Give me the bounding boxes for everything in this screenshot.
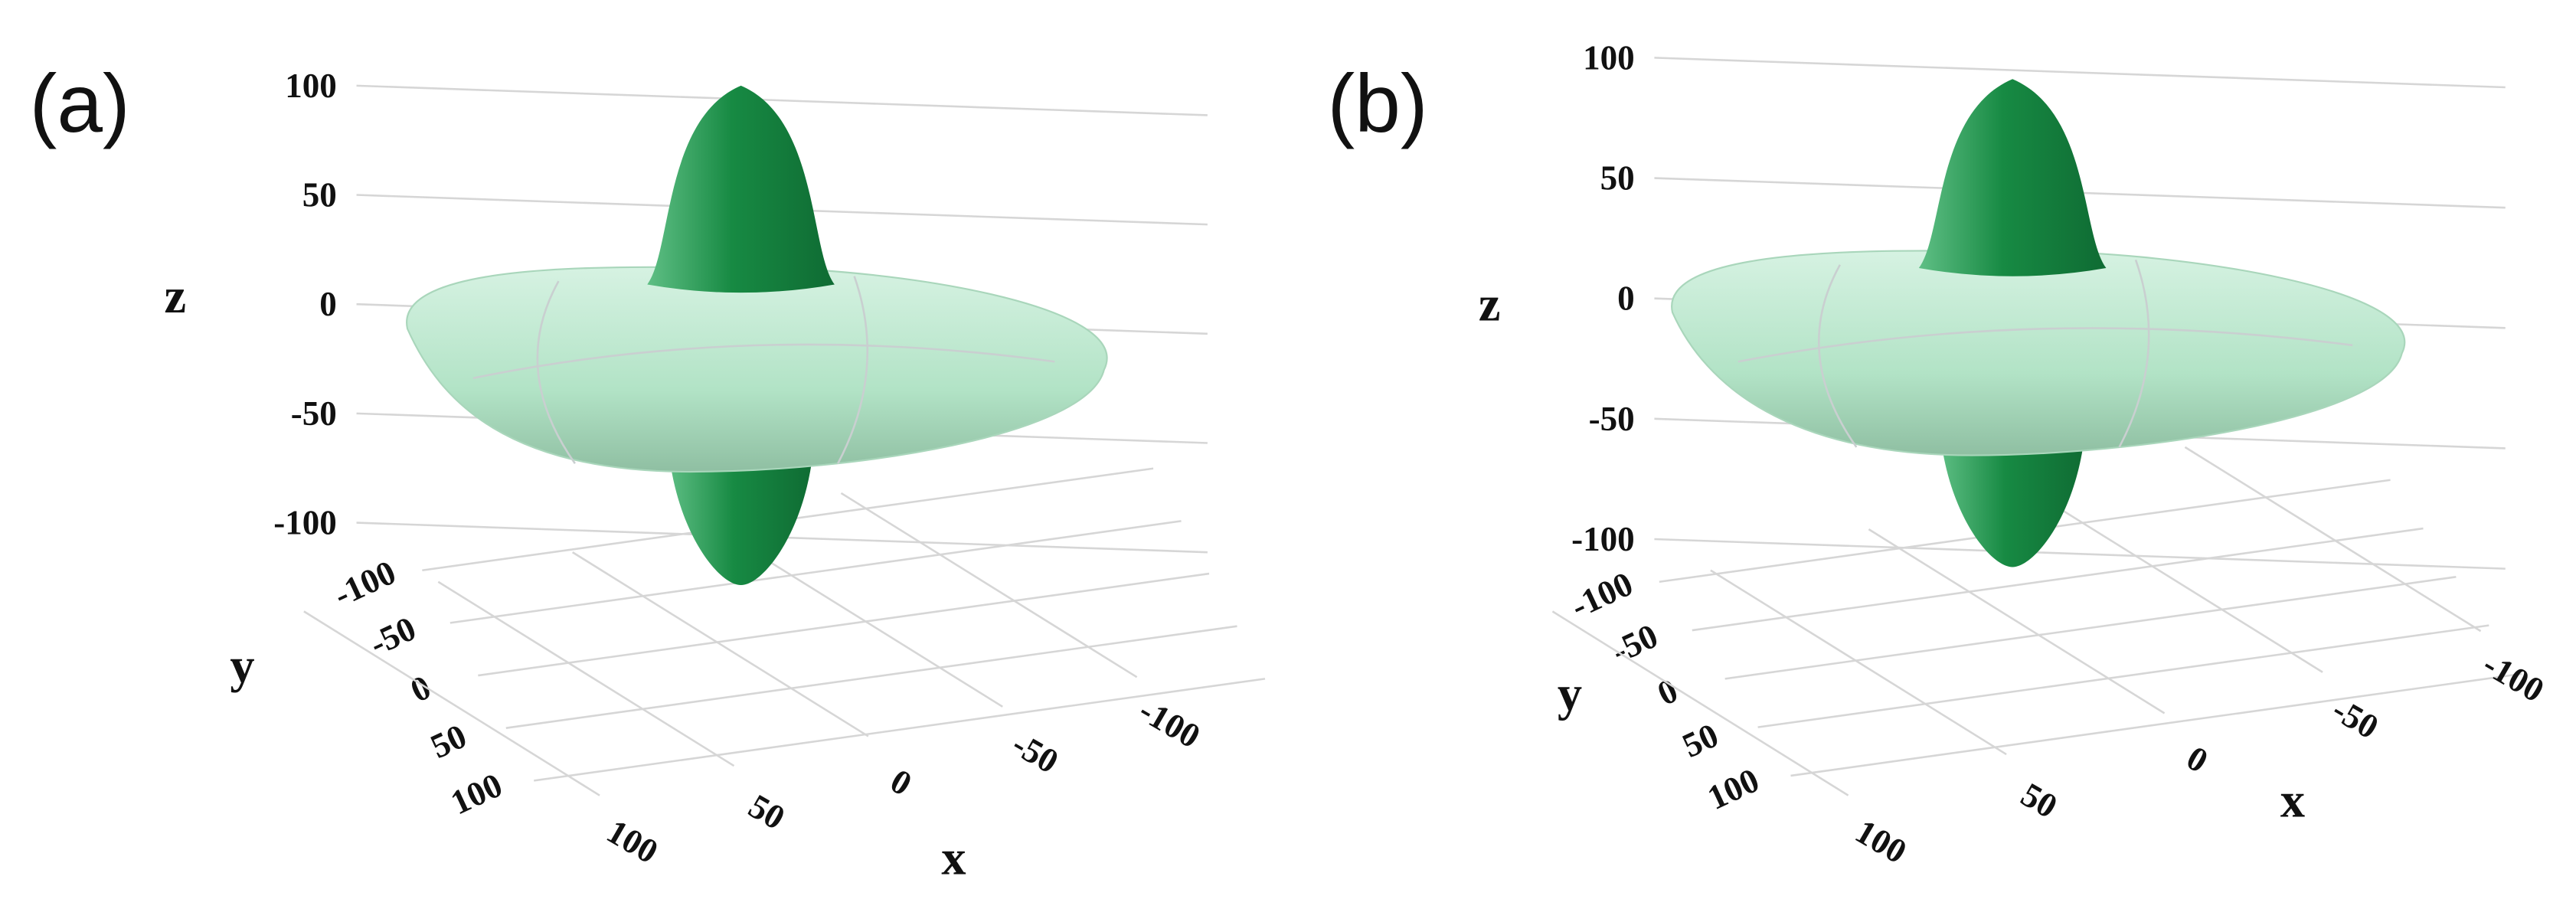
surface-lobe [1918,79,2107,276]
surface-mesh [1737,259,2353,448]
surface-disk [406,266,1108,473]
surface-disk [1671,250,2405,456]
grid-line [1724,576,2457,680]
grid-line [2184,446,2482,633]
z-tick-label: 100 [285,67,337,105]
y-tick-label: -100 [1565,564,1639,626]
grid-line [1868,528,2166,714]
grid-line [449,520,1182,624]
z-tick-label: 50 [1600,159,1635,198]
grid-line [1654,57,2506,89]
grid-line [437,580,735,767]
z-tick-label: 100 [1583,38,1635,77]
y-tick-label: 100 [1702,760,1764,817]
panel-label: (b) [1327,57,1427,149]
x-tick-label: -100 [1133,691,1207,756]
z-tick-label: -100 [1571,520,1635,558]
x-tick-label: -50 [2326,690,2385,746]
grid-line [1551,610,1849,796]
grid-line [571,551,869,737]
grid-line [840,492,1138,678]
grid-line [1692,527,2424,632]
x-tick-label: -50 [1006,724,1065,780]
grid-line [478,572,1210,677]
x-tick-label: -100 [2476,645,2551,710]
x-tick-label: 0 [2180,738,2215,780]
x-tick-label: 100 [600,812,665,871]
z-axis-title: z [1479,277,1501,332]
z-tick-label: 0 [319,285,337,323]
y-tick-label: 0 [404,668,436,710]
grid-line [505,625,1237,729]
grid-line [303,610,600,796]
grid-line [1757,624,2489,728]
x-axis-title: x [2280,773,2305,828]
y-tick-label: 50 [1677,716,1724,765]
x-tick-label: 0 [884,761,918,803]
panel: (b)-100-50050100-100-50050100-100-500501… [1327,38,2550,871]
y-tick-label: 100 [445,766,508,822]
z-tick-label: -50 [1589,400,1635,438]
grid-line [1790,672,2522,777]
y-tick-label: 50 [425,717,472,766]
grid-line [1654,538,2506,570]
x-tick-label: 50 [742,786,791,837]
surface-lobe [647,85,835,293]
panel-label: (a) [30,57,130,149]
grid-line [1710,569,2007,756]
x-tick-label: 100 [1849,812,1914,871]
grid-line [534,678,1266,782]
y-axis-title: y [1558,666,1582,721]
panel: (a)-100-50050100-100-50050100-100-500501… [30,57,1266,885]
grid-line [2026,487,2323,673]
y-axis-title: y [230,639,254,693]
x-tick-label: 50 [2015,775,2064,826]
z-tick-label: -50 [291,394,337,433]
x-axis-title: x [941,831,966,885]
surface-mesh [472,276,1055,465]
z-tick-label: -100 [273,504,337,542]
z-tick-label: 50 [302,176,337,214]
y-tick-label: 0 [1652,671,1684,713]
z-axis-title: z [165,269,187,323]
grid-line [356,84,1208,116]
z-tick-label: 0 [1617,280,1635,318]
y-tick-label: -100 [328,553,401,614]
